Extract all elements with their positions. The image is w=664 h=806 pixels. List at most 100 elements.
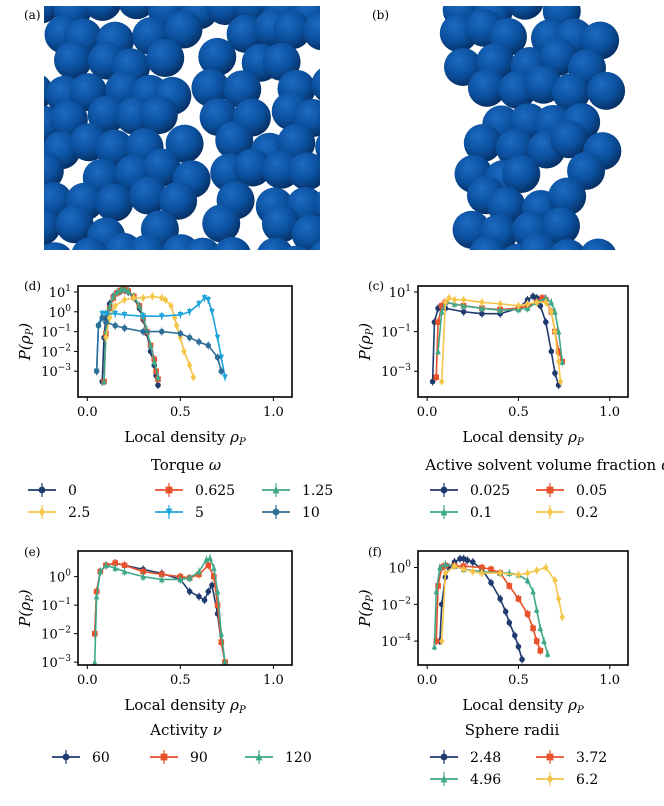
data-point — [112, 322, 119, 329]
data-point — [464, 557, 471, 564]
x-axis-label: Local density ρP — [124, 428, 246, 448]
sphere-b-svg — [439, 6, 626, 250]
data-point — [214, 334, 221, 341]
series-6.2 — [438, 562, 566, 646]
data-point — [537, 647, 544, 654]
sphere — [53, 41, 92, 80]
data-point — [548, 308, 555, 316]
data-point — [151, 358, 158, 365]
legend-item: 0.2 — [536, 505, 598, 521]
sphere — [95, 183, 134, 222]
legend-item: 0.025 — [430, 483, 510, 499]
series-0.625 — [101, 286, 161, 386]
data-point — [121, 568, 128, 575]
data-point — [440, 508, 448, 516]
data-point — [460, 296, 467, 304]
data-point — [524, 297, 531, 303]
series-2.5 — [103, 292, 197, 382]
tick-label: 0.0 — [417, 673, 438, 688]
legend-item: 5 — [155, 505, 204, 521]
data-point — [165, 508, 173, 516]
x-axis-label: Local density ρP — [462, 428, 584, 448]
data-point — [530, 588, 536, 595]
data-point — [438, 308, 445, 315]
legend-label: 0.05 — [576, 483, 607, 499]
legend-label: 0.625 — [195, 483, 235, 499]
sphere — [118, 6, 155, 20]
data-point — [506, 619, 513, 626]
sphere — [552, 73, 591, 112]
tick-label: 0.5 — [170, 673, 191, 688]
data-point — [511, 632, 518, 639]
data-point — [125, 287, 132, 294]
sphere — [303, 12, 320, 51]
data-point — [544, 650, 551, 657]
data-point — [91, 630, 98, 637]
panel-letter: (f) — [368, 545, 382, 559]
data-point — [555, 328, 562, 335]
data-point — [438, 377, 445, 386]
tick-label: 1.0 — [263, 673, 284, 688]
data-point — [524, 304, 531, 312]
data-point — [209, 308, 215, 316]
series-4.96 — [431, 560, 551, 658]
data-point — [530, 625, 536, 632]
data-point — [214, 588, 221, 595]
sphere — [44, 207, 61, 246]
data-point — [103, 310, 109, 318]
tick-label: 10−1 — [41, 324, 71, 341]
sphere — [128, 234, 166, 250]
y-axis-label: P(ρP) — [16, 589, 36, 628]
data-point — [205, 562, 212, 569]
tick-label: 0.0 — [77, 405, 98, 420]
legend-title: Active solvent volume fraction φA — [424, 456, 664, 476]
tick-label: 10−3 — [41, 654, 71, 671]
data-point — [533, 298, 540, 306]
data-point — [112, 302, 119, 310]
data-point — [158, 328, 165, 335]
data-point — [140, 568, 146, 575]
series-line — [103, 288, 159, 382]
data-point — [38, 507, 46, 517]
data-point — [140, 294, 146, 302]
legend-label: 90 — [190, 750, 208, 766]
data-point — [121, 312, 128, 319]
series-90 — [91, 559, 228, 665]
sphere-a-svg — [44, 6, 320, 250]
sphere — [288, 152, 320, 191]
sphere — [214, 236, 251, 250]
tick-label: 0.5 — [508, 405, 529, 420]
data-point — [433, 638, 440, 644]
series-0.025 — [429, 292, 562, 390]
data-point — [559, 358, 566, 365]
data-point — [460, 308, 467, 315]
legend-item: 2.5 — [28, 505, 90, 521]
sphere — [215, 121, 254, 160]
data-point — [559, 613, 566, 621]
data-point — [539, 295, 545, 301]
legend-label: 2.5 — [68, 505, 90, 521]
data-point — [438, 564, 445, 571]
data-point — [497, 595, 503, 602]
tick-label: 10−1 — [41, 597, 71, 614]
data-point — [479, 564, 485, 571]
panel-letter: (c) — [368, 279, 384, 293]
tick-label: 10−2 — [41, 626, 71, 643]
data-point — [209, 582, 215, 589]
sphere — [184, 237, 221, 250]
data-point — [442, 560, 449, 568]
data-point — [446, 294, 452, 302]
data-point — [158, 571, 165, 578]
data-point — [519, 656, 525, 663]
data-point — [515, 302, 522, 310]
x-axis-label: Local density ρP — [124, 696, 246, 716]
data-point — [437, 564, 443, 571]
sphere — [44, 151, 64, 190]
y-axis-label: P(ρP) — [356, 323, 376, 362]
series-0 — [99, 286, 161, 390]
data-point — [162, 296, 169, 304]
chart-e: (e) 0.0 0.5 1.0 100 10−1 10−2 10−3 Local density… — [16, 545, 312, 766]
data-point — [451, 562, 458, 570]
data-point — [93, 368, 100, 375]
